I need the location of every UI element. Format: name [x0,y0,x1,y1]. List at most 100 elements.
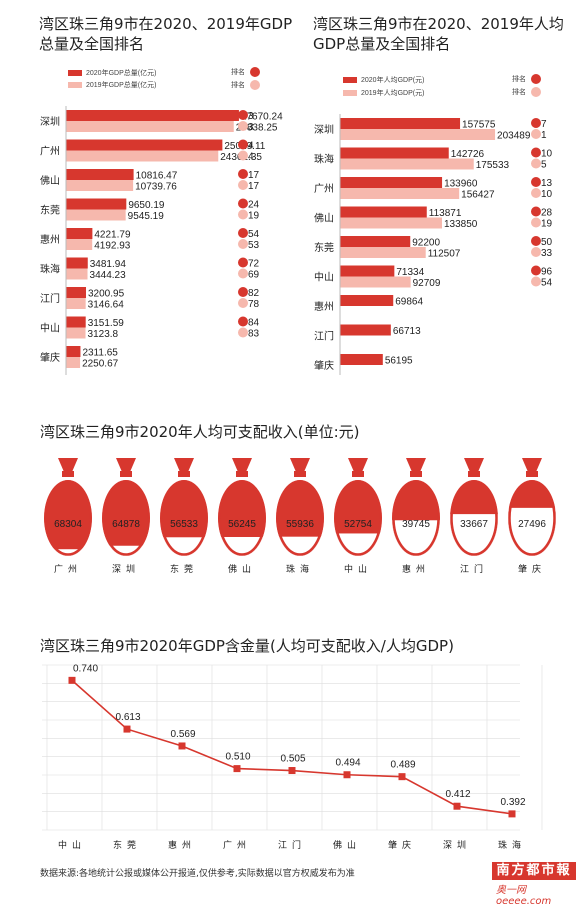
bar-2020-value: 3481.94 [90,259,127,270]
bar-2020-value: 113871 [429,208,462,219]
bar-2020 [340,147,449,159]
rank-2019-dot [531,129,541,139]
legend-swatch-2019 [68,82,82,88]
money-bag-top [58,458,78,472]
city-label: 惠州 [402,563,430,574]
money-bag-knot [410,471,422,477]
chart2-title: 湾区珠三角9市在2020、2019年人均 GDP总量及全国排名 [313,14,564,54]
bar-2020-value: 56195 [385,356,413,367]
chart4-title: 湾区珠三角9市2020年GDP含金量(人均可支配收入/人均GDP) [40,637,454,655]
bar-2019-value: 3123.8 [88,329,119,340]
rank-2019-value: 53 [248,240,260,251]
bar-2019 [66,180,134,191]
income-value: 56533 [170,519,198,530]
bar-2019 [340,158,474,170]
money-bag-body [160,480,208,556]
income-value: 39745 [402,519,430,530]
money-bag-outline [102,480,150,556]
money-bag-body [44,480,92,556]
chart2-rank-legend-2019-label: 排名 [512,89,526,96]
money-bag-top [464,458,484,472]
bar-2020-value: 71334 [396,267,424,278]
bar-2019 [340,188,460,199]
bar-2020 [66,228,93,239]
chart1-legend-2020: 2020年GDP总量(亿元) [68,68,156,78]
bar-2020 [66,169,134,180]
chart1-legend-2019-label: 2019年GDP总量(亿元) [86,82,157,89]
chart1-legend-2020-label: 2020年GDP总量(亿元) [86,70,157,77]
money-bag-top [116,458,136,472]
rank-2020-dot [531,147,541,158]
bar-2020-value: 69864 [395,297,423,308]
bar-2020 [340,118,461,129]
bar-2020-value: 3151.59 [88,318,125,329]
city-label: 广州 [54,563,82,574]
bar-2020-value: 9650.19 [128,200,165,211]
money-bag-empty [102,545,150,556]
rank-2020-dot [238,198,248,209]
bar-2019-value: 92709 [413,278,441,289]
income-value: 55936 [286,519,314,530]
category-label: 惠州 [314,300,334,313]
money-bag-outline [450,480,498,556]
bar-2019 [66,209,126,221]
bar-2019-value: 3444.23 [90,270,127,281]
rank-2019-dot [238,150,248,161]
category-label: 中山 [314,271,334,284]
x-tick-label: 东莞 [113,839,141,850]
bar-2020-value: 157575 [462,120,496,131]
category-label: 珠海 [314,153,334,166]
rank-2019-value: 69 [248,270,260,281]
category-label: 惠州 [40,233,60,246]
rank-dot-icon [531,87,541,97]
data-point [178,742,186,750]
rank-2019-value: 10 [541,189,553,200]
category-label: 珠海 [40,263,60,276]
rank-2019-value: 1 [541,130,547,141]
bar-2019-value: 10739.76 [135,182,177,193]
money-bag-knot [62,471,74,477]
website-logo: 奥一网oeeee.com [496,885,552,907]
data-label: 0.740 [73,663,98,674]
income-value: 64878 [112,519,140,530]
data-label: 0.613 [115,712,140,723]
bar-2019 [66,327,86,339]
rank-2019-dot [531,158,541,169]
bar-2020 [340,177,443,188]
rank-2019-dot [238,239,248,249]
rank-dot-icon [531,74,541,84]
x-tick-label: 深圳 [443,840,471,850]
rank-2020-dot [531,236,541,246]
bar-2020-value: 142726 [451,149,485,160]
bar-2019 [66,298,86,309]
rank-2020-value: 24 [248,200,260,211]
data-label: 0.412 [445,789,470,800]
money-bag-outline [218,480,266,556]
rank-2020-value: 50 [541,237,553,248]
x-tick-label: 中山 [58,839,86,850]
money-bag-outline [44,480,92,556]
bar-2020-value: 2311.65 [82,348,118,359]
chart1-title-line2: 总量及全国排名 [39,35,145,53]
money-bag-top [348,458,368,472]
category-label: 东莞 [40,204,60,217]
rank-2020-value: 96 [541,267,553,278]
rank-2019-dot [238,298,248,308]
rank-2020-dot [531,118,541,128]
category-label: 江门 [40,292,60,305]
x-tick-label: 广州 [223,839,251,850]
money-bag-knot [352,471,364,477]
rank-2020-dot [531,265,541,276]
income-value: 68304 [54,519,82,530]
bar-2019-value: 112507 [428,249,461,260]
chart1-rank-legend-2019: 排名 [231,80,260,90]
income-value: 52754 [344,519,372,530]
category-label: 肇庆 [40,351,60,364]
money-bag-knot [236,471,248,477]
rank-2019-value: 78 [248,299,260,310]
bar-2019-value: 175533 [476,160,510,171]
bar-2019-value: 3146.64 [88,300,125,311]
rank-2019-dot [531,276,541,287]
chart1-rank-legend-2020-label: 排名 [231,69,245,76]
